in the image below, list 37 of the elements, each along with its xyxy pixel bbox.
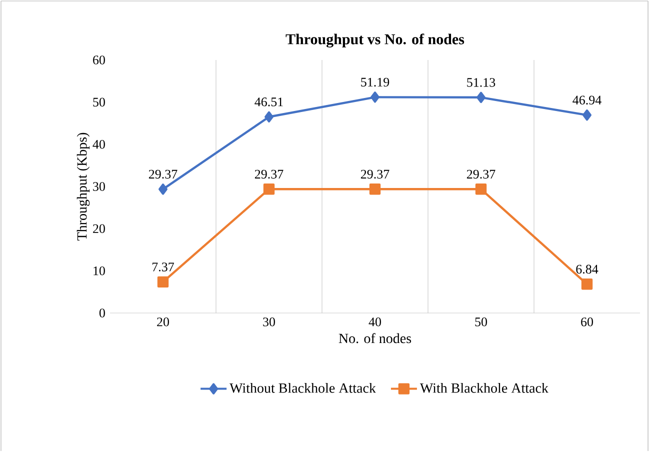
data-label: 7.37 — [152, 262, 174, 272]
point — [158, 184, 168, 195]
x-axis-title: No. of nodes — [338, 333, 412, 344]
point — [370, 92, 380, 103]
point — [581, 278, 593, 290]
point — [263, 184, 275, 195]
y-tick-label: 0 — [99, 308, 105, 318]
x-tick-label: 30 — [263, 318, 275, 326]
x-tick-label: 40 — [368, 318, 381, 326]
y-axis-title: Throughput (Kbps) — [76, 132, 90, 240]
legend-label: Without Blackhole Attack — [230, 382, 376, 393]
data-label: 51.19 — [361, 78, 390, 87]
x-tick-label: 50 — [475, 318, 487, 326]
x-tick-label: 20 — [157, 318, 169, 326]
data-label: 29.37 — [360, 170, 390, 179]
y-tick-label: 10 — [94, 266, 105, 276]
point — [476, 92, 486, 104]
y-tick-label: 30 — [93, 182, 105, 191]
data-label: 29.37 — [254, 170, 284, 179]
point — [264, 111, 274, 122]
point — [475, 184, 487, 195]
data-label: 46.51 — [254, 98, 283, 106]
y-tick-label: 60 — [93, 56, 105, 64]
data-label: 51.13 — [467, 78, 496, 87]
y-tick-label: 20 — [93, 224, 105, 234]
y-tick-label: 40 — [92, 140, 105, 149]
y-tick-label: 50 — [93, 98, 105, 107]
data-label: 46.94 — [572, 96, 602, 105]
legend-label: With Blackhole Attack — [420, 382, 548, 393]
chart-title: Throughput vs No. of nodes — [286, 34, 464, 48]
data-label: 29.37 — [148, 170, 178, 179]
point — [157, 276, 169, 288]
point — [582, 109, 592, 121]
x-tick-label: 60 — [581, 318, 594, 326]
data-label: 6.84 — [576, 264, 598, 274]
data-label: 29.37 — [466, 170, 496, 179]
point — [369, 184, 381, 195]
